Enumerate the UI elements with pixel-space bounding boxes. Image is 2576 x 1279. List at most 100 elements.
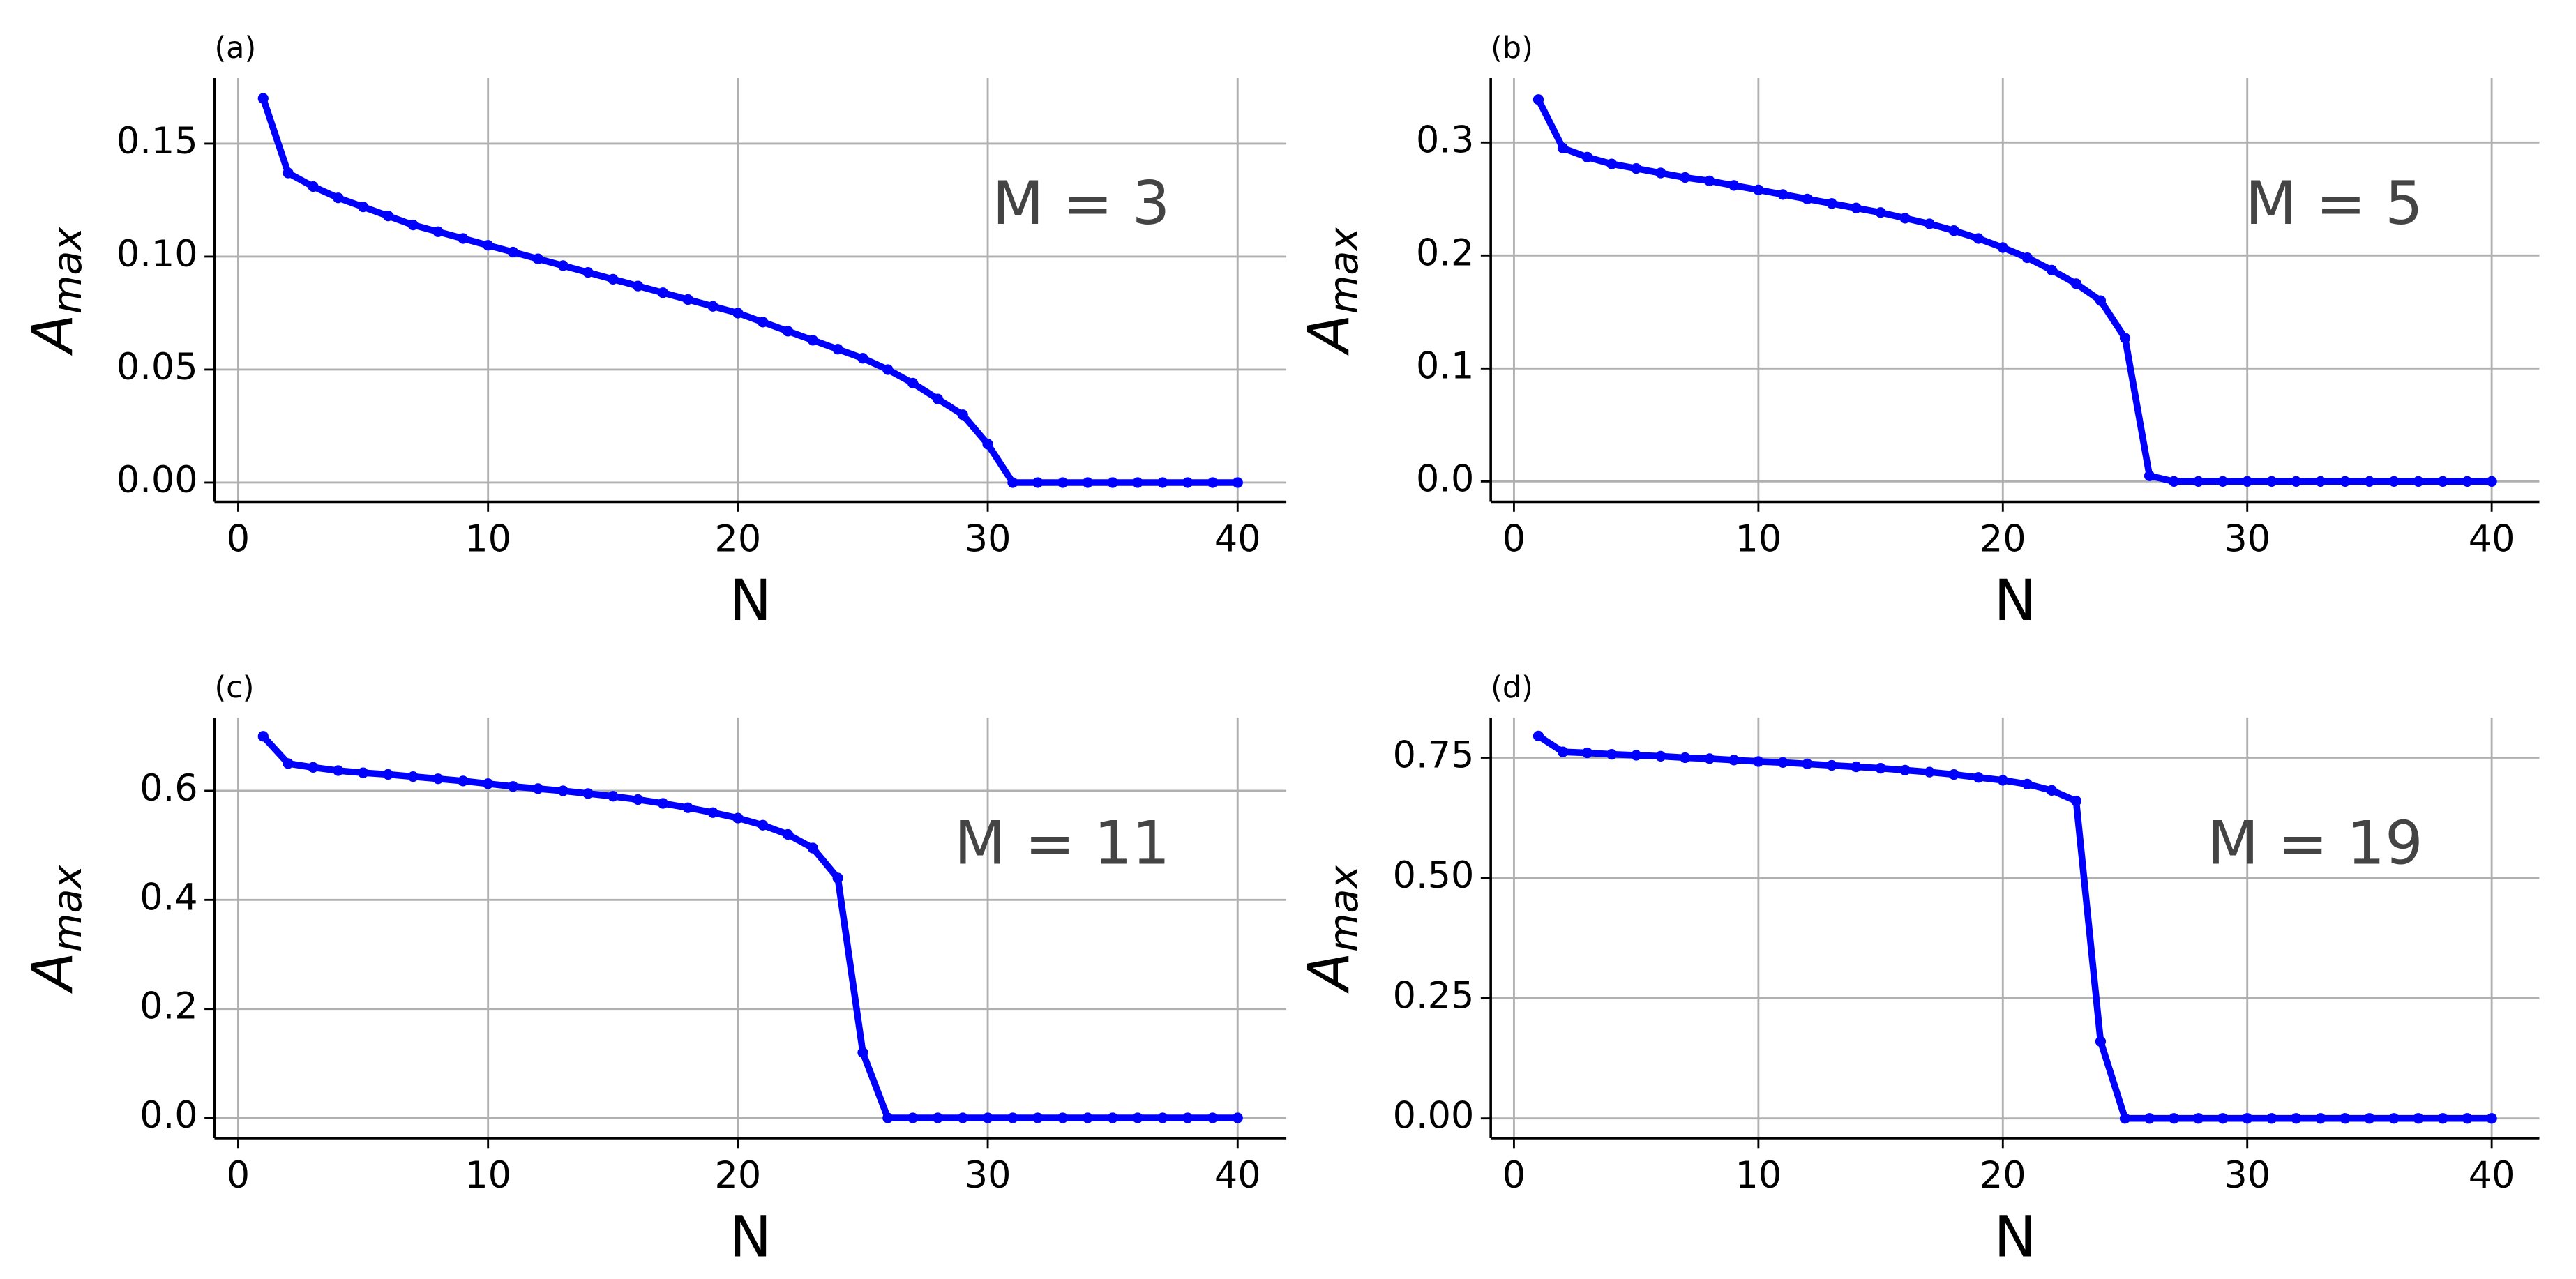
data-point xyxy=(2095,295,2107,306)
data-point xyxy=(257,93,269,104)
data-point xyxy=(557,785,568,796)
data-point xyxy=(357,202,369,213)
data-point xyxy=(1581,747,1593,759)
data-point xyxy=(1007,1112,1018,1123)
data-point xyxy=(333,765,344,776)
data-point xyxy=(582,267,594,278)
data-line xyxy=(259,97,1238,486)
x-tick-label: 0 xyxy=(227,518,250,561)
data-point xyxy=(1997,775,2008,786)
data-point xyxy=(557,260,568,271)
y-tick-label: 0.2 xyxy=(140,985,197,1028)
data-point xyxy=(2242,1113,2253,1124)
data-point xyxy=(1704,175,1715,187)
x-tick-label: 30 xyxy=(965,1154,1011,1197)
x-tick-label: 10 xyxy=(1735,518,1782,561)
data-point xyxy=(2168,476,2180,487)
data-point xyxy=(2462,476,2473,487)
data-point xyxy=(657,798,669,809)
data-point xyxy=(1777,757,1788,768)
data-point xyxy=(1899,764,1911,776)
data-point xyxy=(932,1112,944,1123)
data-point xyxy=(1851,761,1862,773)
data-point xyxy=(2266,1113,2277,1124)
x-tick-label: 30 xyxy=(2224,518,2270,561)
y-axis-label-sub: max xyxy=(45,864,91,952)
data-point xyxy=(1753,756,1764,767)
data-point xyxy=(1232,1112,1243,1123)
y-axis-label-main: A xyxy=(1297,952,1362,994)
data-point xyxy=(1728,755,1740,766)
y-axis-label: Amax xyxy=(20,864,91,994)
x-axis-label: N xyxy=(729,568,771,634)
annotation: M = 11 xyxy=(954,808,1170,878)
x-tick-label: 10 xyxy=(465,518,511,561)
data-point xyxy=(1973,233,1984,244)
data-point xyxy=(2437,476,2448,487)
data-point xyxy=(2095,1036,2107,1047)
y-axis-label-sub: max xyxy=(1320,227,1366,315)
data-point xyxy=(382,769,394,780)
y-tick-label: 0.75 xyxy=(1393,734,1475,776)
y-tick-label: 0.50 xyxy=(1393,854,1475,897)
data-point xyxy=(2119,332,2131,344)
data-point xyxy=(2291,476,2302,487)
data-point xyxy=(2388,476,2400,487)
x-axis-label: N xyxy=(729,1205,771,1271)
data-point xyxy=(308,762,319,773)
data-point xyxy=(2070,795,2082,807)
data-point xyxy=(1680,172,1691,183)
data-point xyxy=(2340,1113,2351,1124)
data-point xyxy=(1232,477,1243,488)
data-point xyxy=(2217,1113,2229,1124)
data-point xyxy=(2193,476,2204,487)
data-point xyxy=(2364,1113,2375,1124)
panel: 0.00 0.25 0.50 0.75 0 10 20 30 40 N Amax (d) M = 19 xyxy=(1297,670,2540,1271)
data-point xyxy=(1631,162,1642,174)
data-point xyxy=(1973,772,1984,783)
data-point xyxy=(1207,477,1219,488)
data-point xyxy=(1182,477,1193,488)
data-point xyxy=(1631,750,1642,761)
data-point xyxy=(832,872,843,884)
data-point xyxy=(957,1112,968,1123)
data-point xyxy=(432,226,444,237)
data-point xyxy=(632,794,644,805)
data-point xyxy=(608,791,619,802)
data-point xyxy=(2364,476,2375,487)
data-point xyxy=(907,377,919,389)
data-point xyxy=(2340,476,2351,487)
data-point xyxy=(2486,1113,2497,1124)
data-point xyxy=(1802,758,1813,770)
data-point xyxy=(1753,184,1764,195)
annotation: M = 3 xyxy=(992,169,1170,239)
data-point xyxy=(432,773,444,785)
data-point xyxy=(1875,763,1886,774)
data-point xyxy=(407,771,419,782)
data-point xyxy=(932,393,944,404)
x-tick-label: 40 xyxy=(1214,1154,1261,1197)
data-point xyxy=(1057,477,1069,488)
x-tick-label: 30 xyxy=(965,518,1011,561)
data-line xyxy=(1536,733,2492,1122)
data-point xyxy=(758,317,769,328)
data-point xyxy=(1997,242,2008,253)
data-point xyxy=(2242,476,2253,487)
x-axis-label: N xyxy=(1994,568,2037,634)
y-tick-label: 0.1 xyxy=(1416,345,1474,387)
panel: 0.00 0.05 0.10 0.15 0 10 20 30 40 N Amax (a) M = 3 xyxy=(20,31,1287,634)
panel-label: (c) xyxy=(214,670,254,705)
data-point xyxy=(782,828,794,840)
data-point xyxy=(2119,1113,2131,1124)
data-point xyxy=(2291,1113,2302,1124)
data-point xyxy=(1924,218,1935,229)
x-tick-label: 20 xyxy=(1980,518,2026,561)
y-axis-label: Amax xyxy=(20,227,91,356)
data-point xyxy=(2315,476,2326,487)
data-point xyxy=(407,219,419,231)
data-point xyxy=(1851,202,1862,213)
data-point xyxy=(1948,769,1959,780)
data-point xyxy=(1082,1112,1093,1123)
data-point xyxy=(1826,198,1837,209)
